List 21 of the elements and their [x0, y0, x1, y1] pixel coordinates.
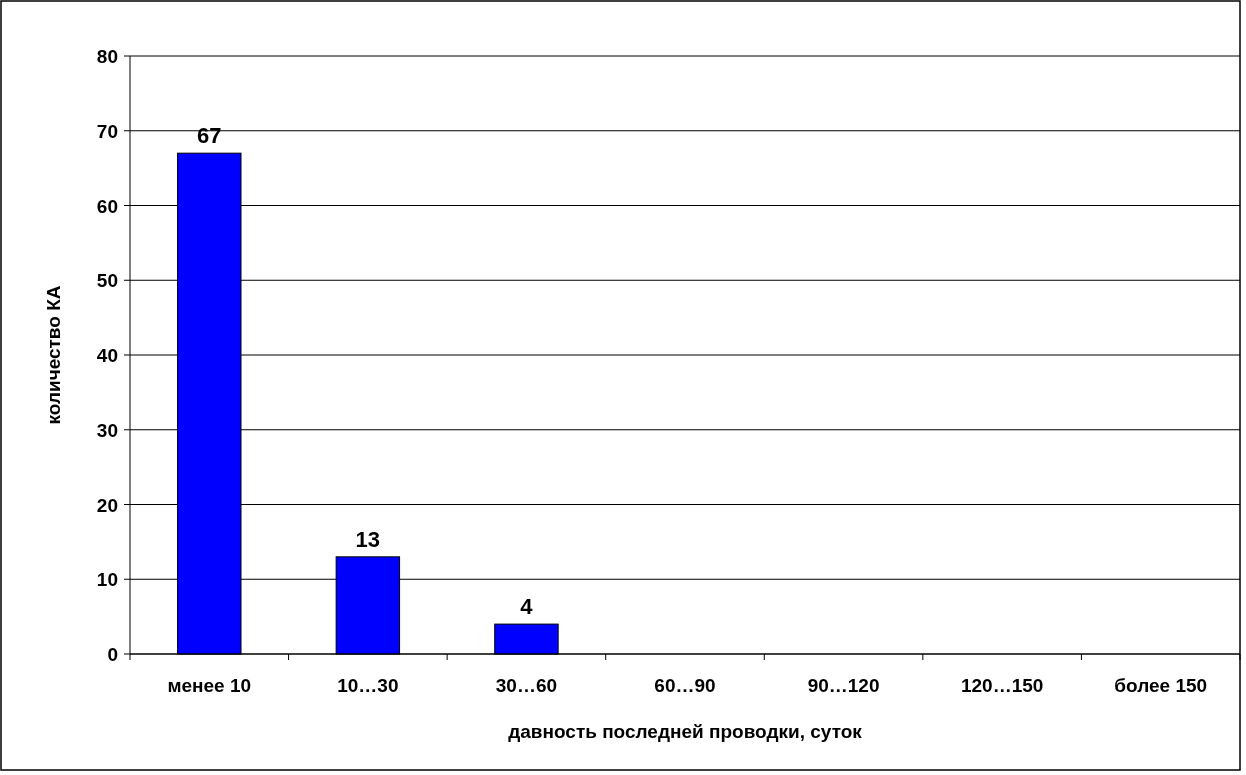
x-tick-label: 60…90 [654, 675, 716, 696]
y-tick-label: 20 [96, 494, 118, 516]
y-tick-label: 0 [107, 644, 118, 665]
x-axis-title: давность последней проводки, суток [508, 721, 863, 742]
x-tick-label: 90…120 [807, 675, 880, 696]
y-tick-label: 70 [96, 120, 118, 142]
y-tick-label: 50 [96, 270, 118, 292]
y-tick-label: 30 [96, 419, 118, 441]
x-tick-label: 30…60 [495, 675, 558, 696]
x-tick-label: менее 10 [167, 675, 252, 696]
y-tick-label: 10 [96, 569, 118, 591]
y-tick-label: 80 [96, 46, 118, 67]
x-tick-label: 10…30 [337, 675, 399, 696]
y-axis-title: количество КА [43, 285, 64, 425]
data-label: 13 [355, 526, 381, 552]
y-tick-label: 60 [96, 195, 118, 217]
x-tick-label: 120…150 [960, 675, 1044, 696]
data-label: 67 [197, 123, 222, 149]
y-tick-label: 40 [96, 345, 118, 366]
data-label: 4 [520, 594, 534, 620]
x-tick-label: более 150 [1114, 675, 1208, 696]
